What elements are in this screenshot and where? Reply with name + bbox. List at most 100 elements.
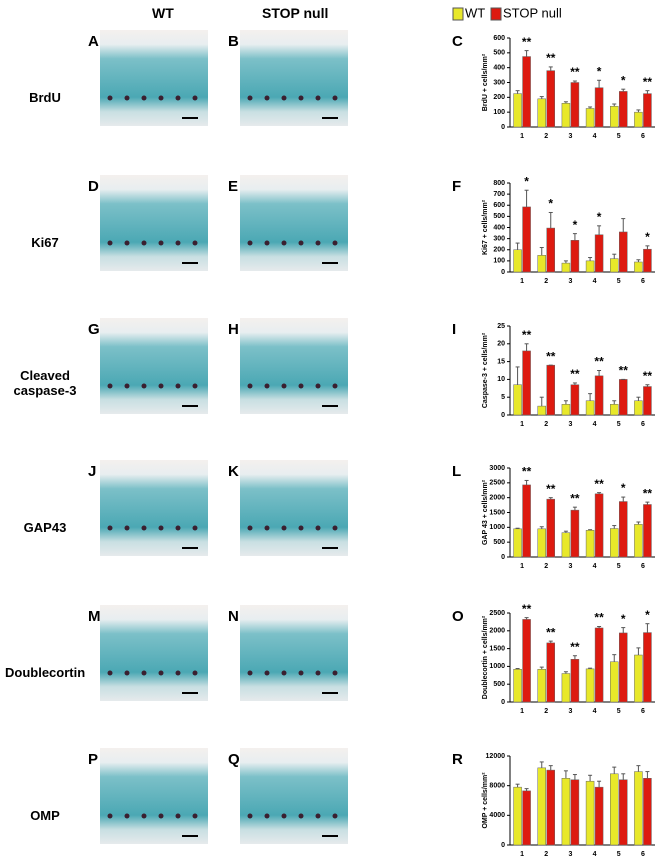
stained-cell <box>107 670 113 676</box>
panel-letter: I <box>452 321 456 338</box>
bar <box>513 249 522 273</box>
micrograph <box>100 460 208 556</box>
stained-cell <box>124 670 130 676</box>
y-tick-label: 12000 <box>486 753 506 760</box>
bar <box>610 105 619 128</box>
stained-cell <box>124 383 130 389</box>
bar <box>585 108 595 128</box>
bar <box>643 632 652 703</box>
bar <box>561 673 571 703</box>
stained-cell <box>264 525 270 531</box>
stained-cell <box>315 525 321 531</box>
y-tick-label: 0 <box>501 124 505 131</box>
stained-cell <box>298 670 304 676</box>
bar <box>561 404 571 416</box>
stained-cell <box>298 383 304 389</box>
bar <box>643 93 652 128</box>
significance-label: ** <box>522 465 532 479</box>
y-axis-title: Doublecortin + cells/mm² <box>482 615 489 699</box>
y-tick-label: 300 <box>493 235 505 242</box>
significance-label: * <box>524 174 529 188</box>
bar <box>537 668 546 703</box>
x-tick-label: 4 <box>593 851 597 858</box>
bar <box>634 400 643 416</box>
row-label: OMP <box>30 808 60 823</box>
stained-cell <box>107 383 113 389</box>
bar <box>585 260 595 273</box>
bar <box>594 786 604 846</box>
bar <box>522 484 531 558</box>
y-tick-label: 8000 <box>489 783 505 790</box>
bar <box>561 532 571 558</box>
x-tick-label: 2 <box>544 851 548 858</box>
bar <box>537 98 546 128</box>
legend-swatch <box>452 7 464 21</box>
y-axis-title: GAP 43 + cells/mm² <box>482 479 489 545</box>
stained-cell <box>264 383 270 389</box>
stained-cell <box>141 813 147 819</box>
stained-cell <box>281 525 287 531</box>
y-tick-label: 500 <box>493 539 505 546</box>
stained-cell <box>175 383 181 389</box>
x-tick-label: 3 <box>568 133 572 140</box>
bar <box>546 70 555 128</box>
bar <box>585 530 595 558</box>
y-tick-label: 1500 <box>489 509 505 516</box>
x-tick-label: 5 <box>617 421 621 428</box>
y-tick-label: 100 <box>493 109 505 116</box>
x-tick-label: 5 <box>617 278 621 285</box>
micrograph <box>100 605 208 701</box>
stained-cell <box>107 525 113 531</box>
panel-letter: C <box>452 33 463 50</box>
bar <box>570 509 580 558</box>
stained-cell <box>247 383 253 389</box>
stained-cell <box>264 240 270 246</box>
bar <box>585 400 595 416</box>
micrograph <box>240 30 348 126</box>
bar <box>513 668 522 703</box>
x-tick-label: 1 <box>520 708 524 715</box>
stained-cell <box>247 813 253 819</box>
bar <box>619 632 628 703</box>
stained-cell <box>264 813 270 819</box>
panel-letter: E <box>228 178 238 195</box>
micrograph <box>240 748 348 844</box>
micrograph <box>100 318 208 414</box>
panel-letter: G <box>88 321 100 338</box>
x-tick-label: 6 <box>641 851 645 858</box>
bar <box>570 82 580 128</box>
significance-label: ** <box>522 602 532 616</box>
bar <box>619 379 628 416</box>
significance-label: * <box>597 210 602 224</box>
y-tick-label: 0 <box>501 554 505 561</box>
bar <box>610 404 619 416</box>
significance-label: ** <box>570 65 580 79</box>
stained-cell <box>141 95 147 101</box>
bar <box>619 231 628 273</box>
bar <box>643 248 652 273</box>
stained-cell <box>281 670 287 676</box>
row-label: Cleaved caspase-3 <box>13 368 77 398</box>
bar <box>537 405 546 416</box>
bar <box>537 255 546 273</box>
y-tick-label: 200 <box>493 94 505 101</box>
y-tick-label: 800 <box>493 180 505 187</box>
significance-label: * <box>645 608 650 622</box>
significance-label: * <box>621 73 626 87</box>
significance-label: ** <box>522 35 532 49</box>
panel-letter: R <box>452 751 463 768</box>
y-axis-title: OMP + cells/mm² <box>482 772 489 829</box>
y-tick-label: 0 <box>501 269 505 276</box>
row-label: BrdU <box>29 90 61 105</box>
y-tick-label: 10 <box>497 376 505 383</box>
panel-letter: O <box>452 608 464 625</box>
micrograph <box>240 175 348 271</box>
y-axis-title: BrdU + cells/mm² <box>482 53 489 111</box>
stained-cell <box>281 813 287 819</box>
y-tick-label: 500 <box>493 681 505 688</box>
bar <box>594 627 604 703</box>
stained-cell <box>124 525 130 531</box>
column-header: WT <box>152 5 174 21</box>
stained-cell <box>192 525 198 531</box>
